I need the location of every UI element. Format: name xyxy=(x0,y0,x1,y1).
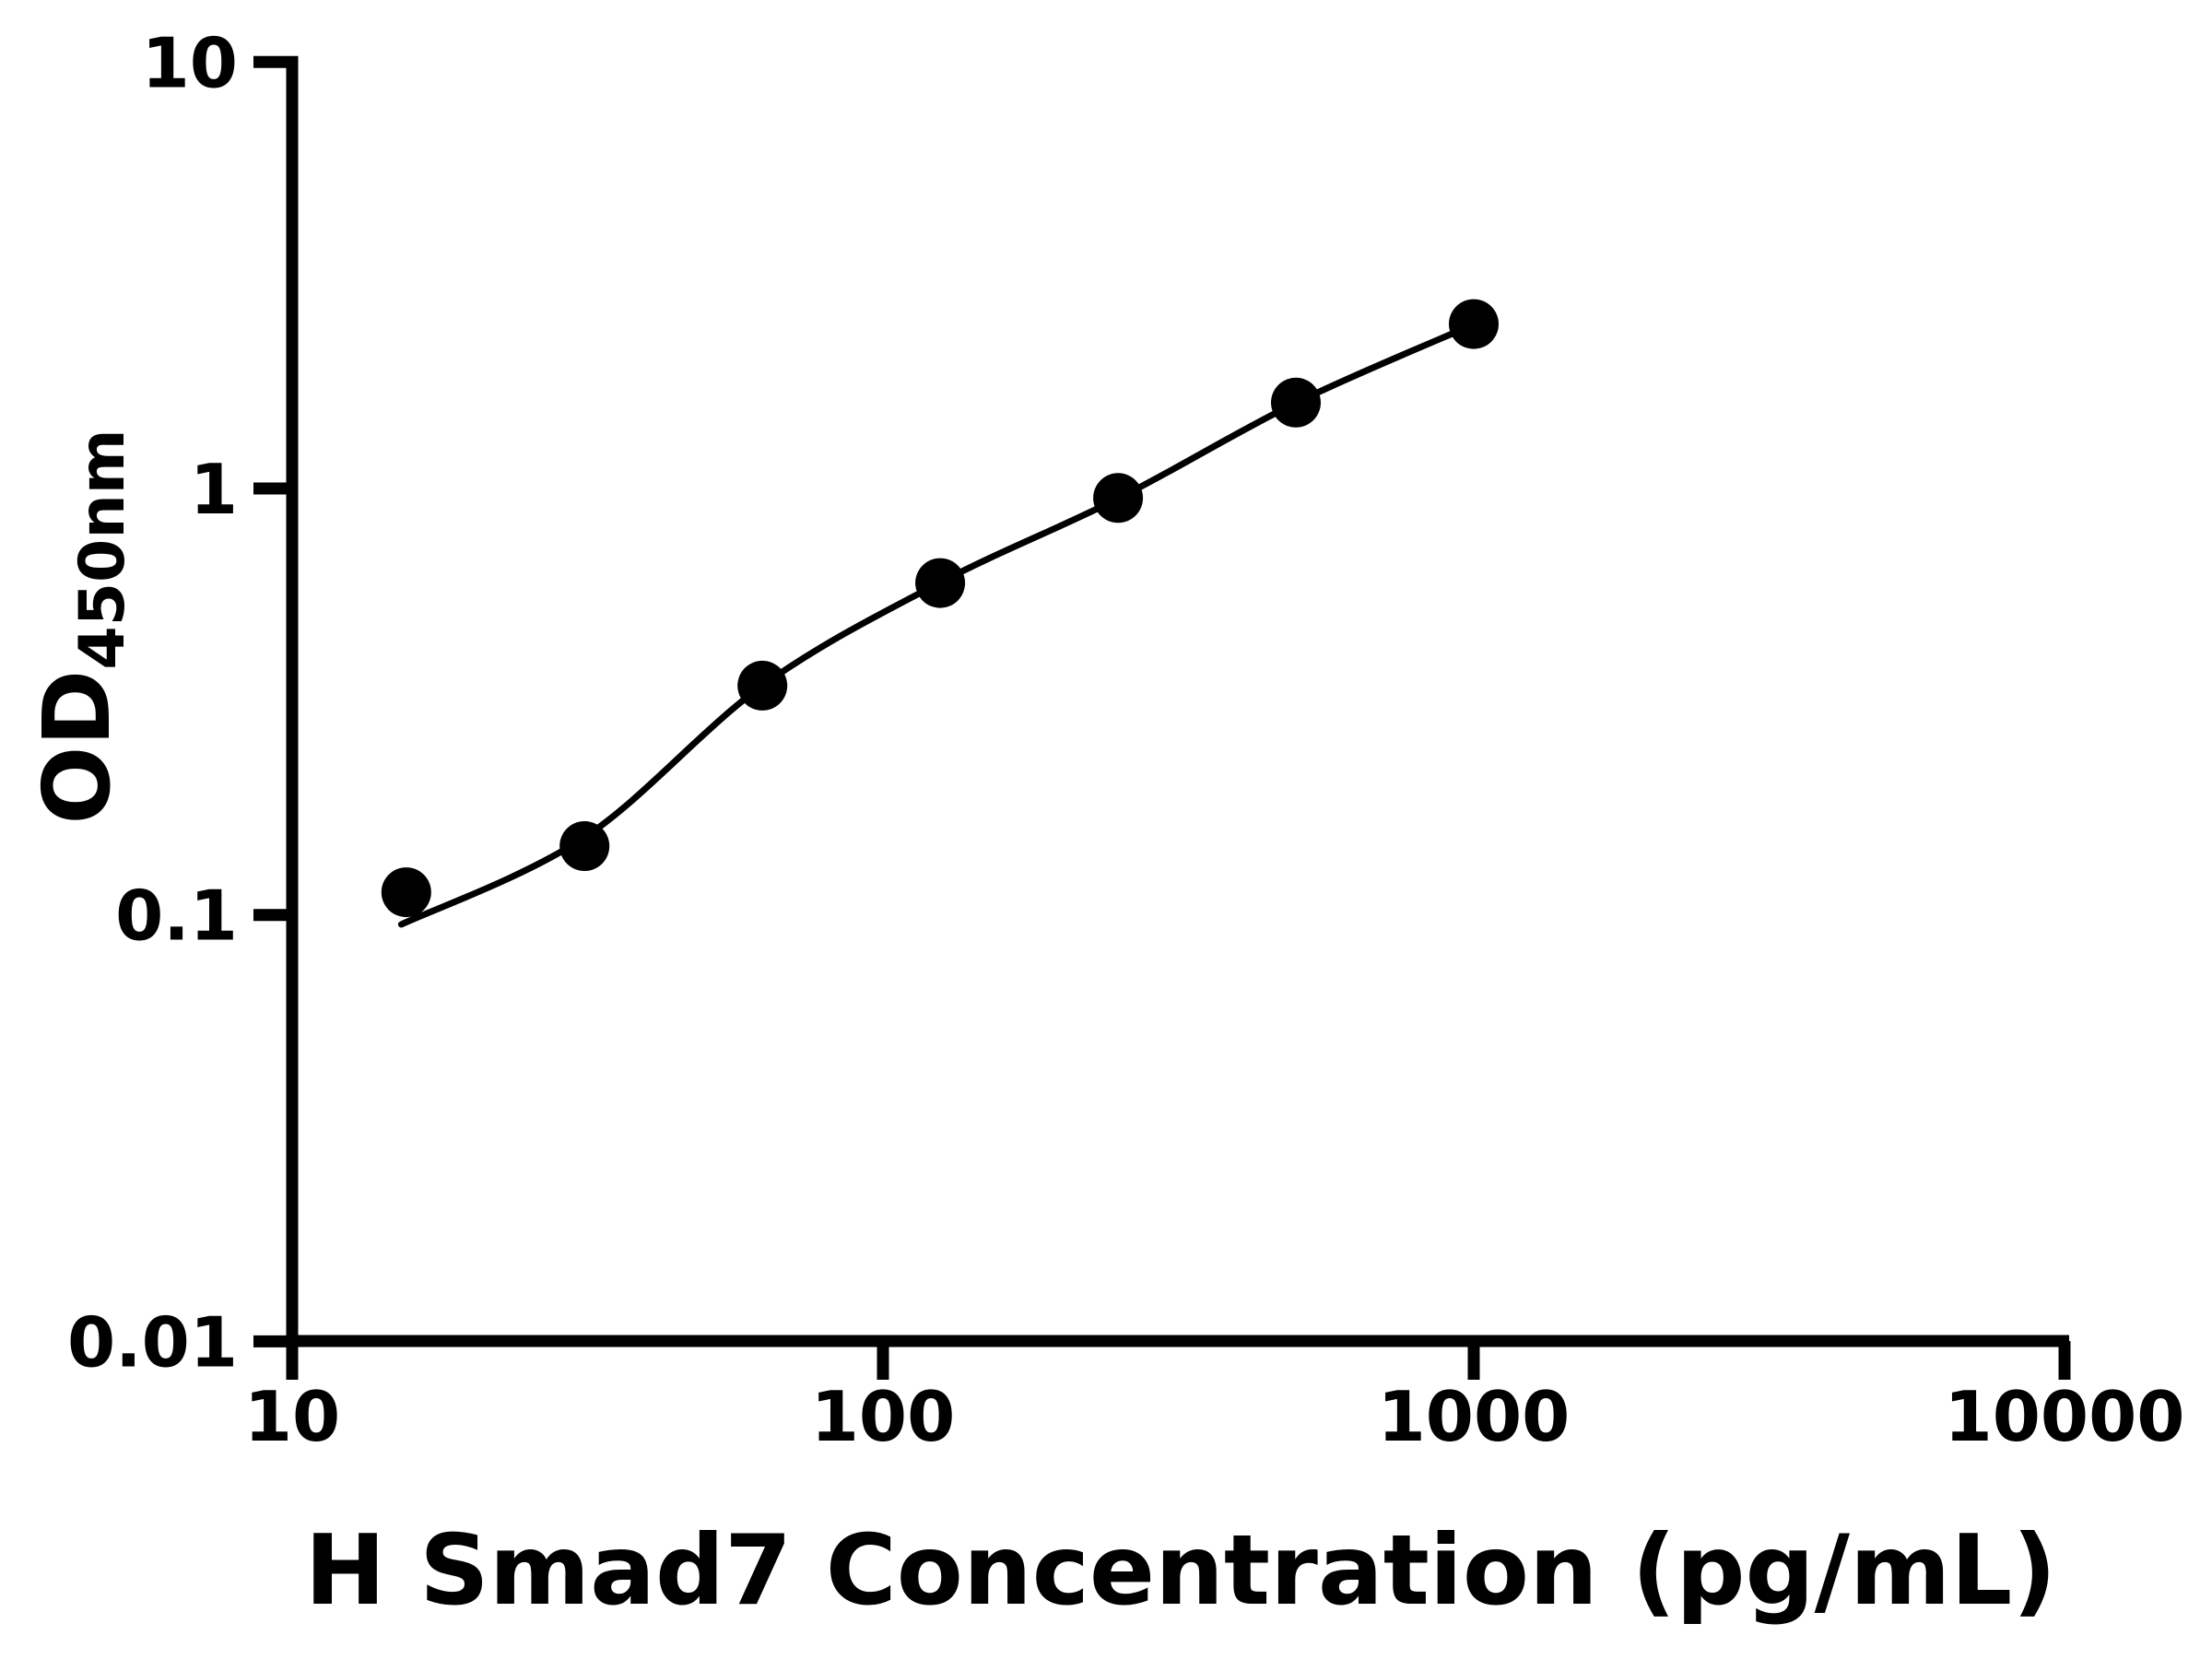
data-point xyxy=(1093,473,1144,524)
x-axis-tick-labels: 10 100 1000 10000 xyxy=(244,1376,2185,1457)
y-axis-title-subscript: 450nm xyxy=(66,429,139,669)
axes-spines xyxy=(286,62,2069,1347)
y-tick-label: 0.01 xyxy=(67,1301,238,1382)
y-tick-label: 0.1 xyxy=(115,876,238,957)
x-tick-label: 10000 xyxy=(1945,1376,2185,1457)
x-tick-label: 10 xyxy=(244,1376,340,1457)
data-point xyxy=(915,558,966,608)
x-axis-title: H Smad7 Concentration (pg/mL) xyxy=(305,1514,2057,1627)
x-tick-label: 100 xyxy=(811,1376,956,1457)
y-tick-label: 1 xyxy=(190,449,238,530)
y-axis-title-main: OD xyxy=(23,670,131,825)
data-point xyxy=(559,821,610,871)
x-axis-ticks xyxy=(286,1341,2071,1380)
data-points xyxy=(381,299,1499,918)
data-point xyxy=(737,660,788,711)
y-axis-tick-labels: 10 1 0.1 0.01 xyxy=(67,22,238,1382)
data-point xyxy=(1449,299,1499,349)
data-point xyxy=(381,867,431,918)
y-tick-label: 10 xyxy=(142,22,238,103)
x-tick-label: 1000 xyxy=(1378,1376,1571,1457)
data-point xyxy=(1271,377,1321,428)
y-axis-title: OD450nm xyxy=(23,429,139,824)
